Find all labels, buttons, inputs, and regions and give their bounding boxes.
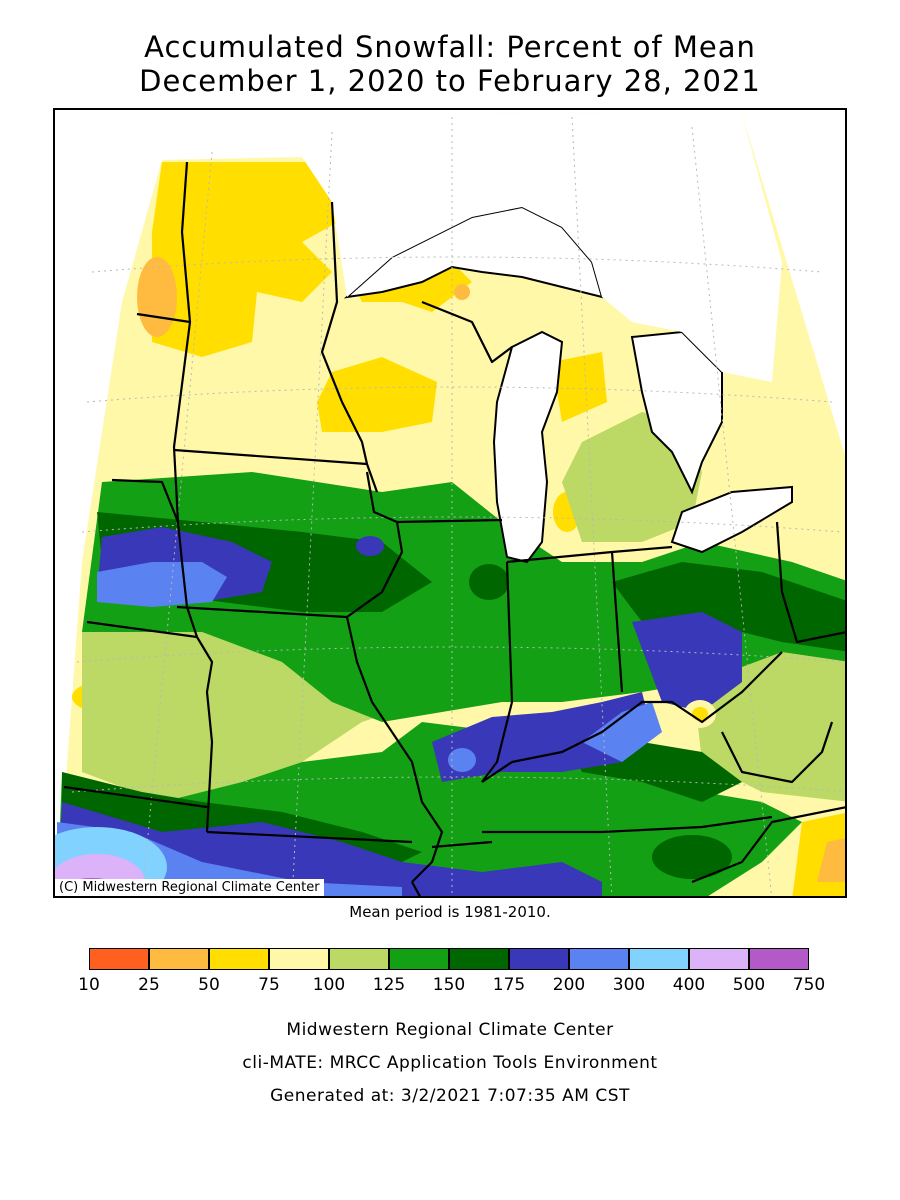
color-legend [89, 948, 811, 970]
legend-tick-label: 150 [432, 975, 466, 995]
zone-175-200-ia [356, 536, 384, 556]
legend-tick-label: 750 [792, 975, 826, 995]
legend-swatch [569, 948, 629, 970]
map-subtitle: December 1, 2020 to February 28, 2021 [139, 64, 761, 98]
mean-period-note: Mean period is 1981-2010. [349, 903, 551, 921]
zone-150-175-tn [652, 835, 732, 879]
zone-50-75-north-mn [152, 162, 347, 357]
legend-tick-label: 125 [372, 975, 406, 995]
zone-175-200-il [432, 692, 652, 782]
legend-tick-label: 400 [672, 975, 706, 995]
lake-erie [670, 485, 793, 554]
legend-tick-label: 300 [612, 975, 646, 995]
legend-swatch [389, 948, 449, 970]
map-title: Accumulated Snowfall: Percent of Mean [144, 30, 756, 64]
legend-tick-label: 200 [552, 975, 586, 995]
map-panel: (C) Midwestern Regional Climate Center [53, 108, 847, 898]
legend-swatch [269, 948, 329, 970]
legend-tick-label: 75 [258, 975, 280, 995]
legend-tick-label: 10 [78, 975, 100, 995]
zone-150-175-in [612, 562, 845, 652]
legend-swatch [509, 948, 569, 970]
canada-region [302, 112, 782, 382]
footer-tool: cli-MATE: MRCC Application Tools Environ… [242, 1053, 658, 1073]
zone-200-300-il [448, 748, 476, 772]
zone-175-200-in [632, 612, 742, 712]
legend-swatch [209, 948, 269, 970]
zone-25-50-nd [137, 257, 177, 337]
legend-swatch [329, 948, 389, 970]
zone-200-300-ky [582, 702, 662, 762]
zone-50-75-nw-mi [552, 352, 607, 422]
legend-tick-label: 500 [732, 975, 766, 995]
zone-25-50-sc [817, 838, 845, 882]
copyright-label: (C) Midwestern Regional Climate Center [55, 879, 324, 896]
legend-swatch [149, 948, 209, 970]
legend-swatch [449, 948, 509, 970]
legend-swatch [749, 948, 809, 970]
legend-tick-label: 25 [138, 975, 160, 995]
zone-150-175-il [469, 564, 509, 600]
legend-swatch [629, 948, 689, 970]
zone-25-50-superior [454, 284, 470, 300]
zone-200-300-ne [97, 562, 227, 607]
snowfall-map [55, 110, 845, 896]
legend-tick-label: 50 [198, 975, 220, 995]
lake-michigan [492, 330, 564, 564]
footer-generated: Generated at: 3/2/2021 7:07:35 AM CST [270, 1086, 630, 1106]
legend-swatch [689, 948, 749, 970]
legend-tick-label: 100 [312, 975, 346, 995]
footer-org: Midwestern Regional Climate Center [286, 1020, 614, 1040]
legend-tick-label: 175 [492, 975, 526, 995]
state-boundaries [63, 161, 845, 896]
legend-swatch [89, 948, 149, 970]
graticule [71, 116, 845, 896]
